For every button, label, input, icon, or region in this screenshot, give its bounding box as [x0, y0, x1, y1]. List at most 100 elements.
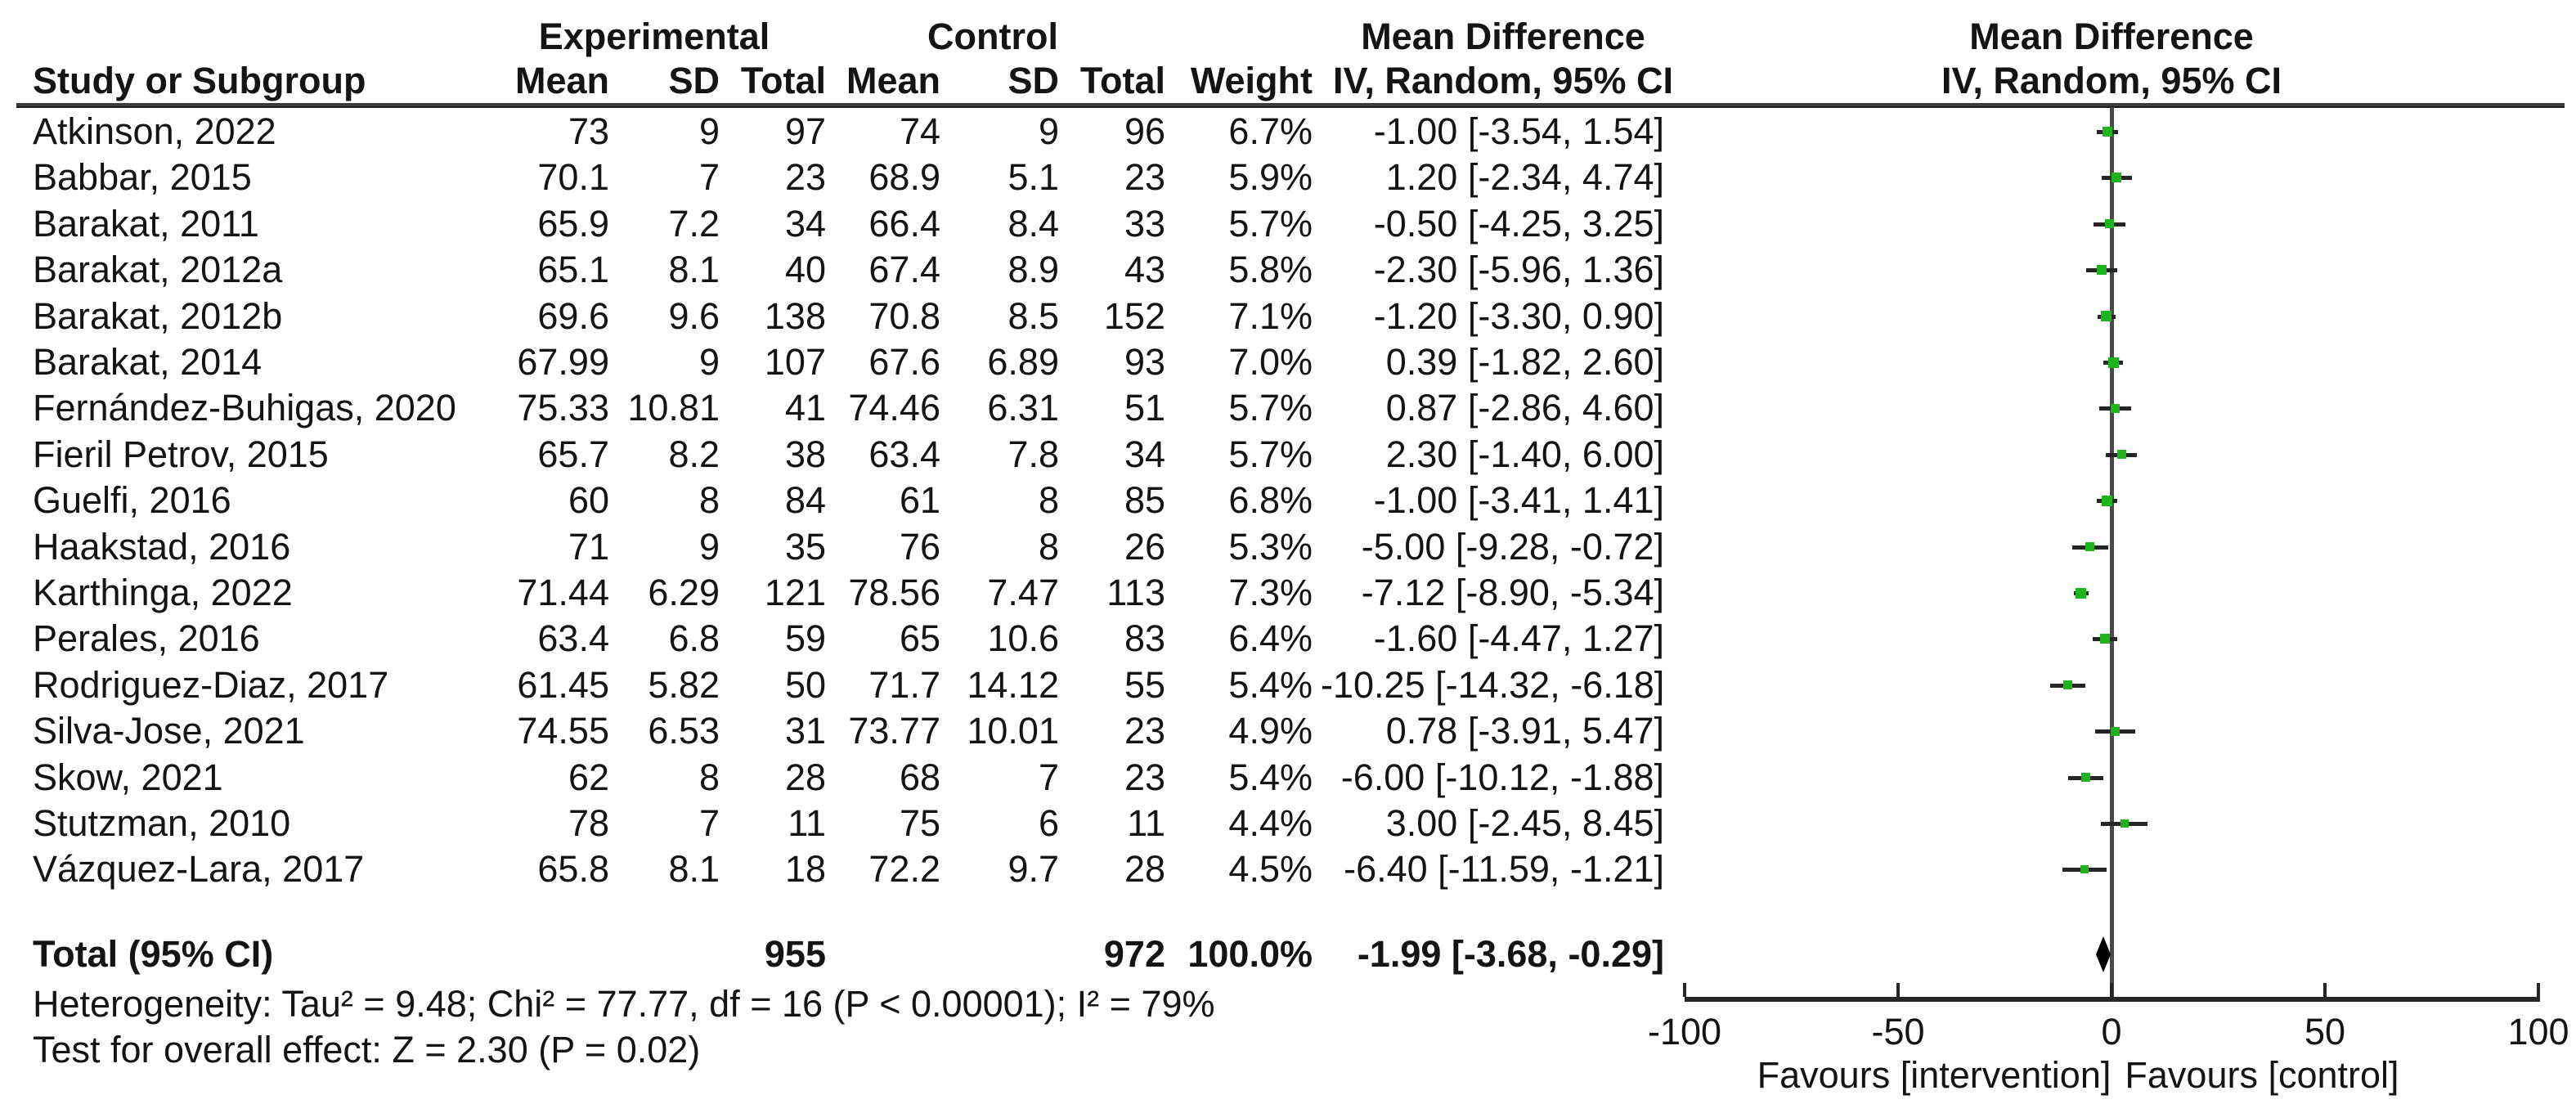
axis-tick — [2323, 983, 2327, 997]
cell-md-ci: -5.00 [-9.28, -0.72] — [1361, 526, 1664, 568]
zero-line — [2110, 107, 2114, 999]
cell-exp-sd: 6.29 — [648, 572, 720, 613]
cell-exp-sd: 8.2 — [668, 433, 720, 475]
cell-exp-total: 38 — [784, 433, 826, 475]
cell-weight: 4.4% — [1228, 802, 1313, 844]
cell-md-ci: -6.40 [-11.59, -1.21] — [1344, 848, 1664, 890]
cell-study-name: Stutzman, 2010 — [33, 802, 291, 844]
cell-exp-total: 59 — [784, 617, 826, 659]
cell-exp-mean: 75.33 — [517, 387, 609, 429]
effect-marker — [2076, 588, 2086, 599]
cell-weight: 5.7% — [1228, 433, 1313, 475]
cell-exp-sd: 9 — [698, 341, 720, 383]
cell-study-name: Barakat, 2014 — [33, 341, 263, 383]
axis-tick-label: 100 — [2507, 1011, 2569, 1052]
cell-exp-sd: 9 — [698, 526, 720, 568]
cell-md-ci: -7.12 [-8.90, -5.34] — [1361, 572, 1664, 613]
cell-study-name: Guelfi, 2016 — [33, 479, 231, 521]
cell-study-name: Fieril Petrov, 2015 — [33, 433, 329, 475]
effect-marker — [2063, 680, 2072, 689]
cell-exp-total: 23 — [784, 156, 826, 198]
axis-tick — [1896, 983, 1900, 997]
cell-exp-total: 97 — [784, 110, 826, 152]
cell-md-ci: -1.00 [-3.41, 1.41] — [1373, 479, 1664, 521]
cell-md-ci: -0.50 [-4.25, 3.25] — [1373, 203, 1664, 245]
cell-exp-mean: 65.7 — [537, 433, 609, 475]
effect-marker — [2111, 727, 2120, 736]
cell-md-ci: -6.00 [-10.12, -1.88] — [1340, 756, 1664, 798]
heterogeneity-text: Heterogeneity: Tau² = 9.48; Chi² = 77.77… — [33, 983, 1215, 1025]
cell-exp-mean: 63.4 — [537, 617, 609, 659]
cell-weight: 5.4% — [1228, 664, 1313, 706]
cell-weight: 7.1% — [1228, 295, 1313, 337]
cell-ctrl-sd: 6.31 — [987, 387, 1059, 429]
axis-tick — [2110, 983, 2113, 997]
cell-exp-total: 28 — [784, 756, 826, 798]
effect-marker — [2105, 219, 2114, 228]
effect-marker — [2097, 265, 2107, 275]
cell-ctrl-sd: 10.6 — [987, 617, 1059, 659]
cell-ctrl-total: 85 — [1124, 479, 1165, 521]
cell-exp-total: 34 — [784, 203, 826, 245]
cell-exp-mean: 71 — [568, 526, 609, 568]
cell-ctrl-total: 152 — [1103, 295, 1165, 337]
axis-tick-label: 0 — [2101, 1011, 2122, 1052]
cell-ctrl-sd: 8 — [1038, 526, 1059, 568]
col-header-ctrl-total: Total — [1079, 60, 1165, 101]
cell-ctrl-sd: 14.12 — [967, 664, 1059, 706]
cell-md-ci: 0.78 [-3.91, 5.47] — [1385, 710, 1664, 752]
cell-ctrl-total: 34 — [1124, 433, 1165, 475]
plot-column-header-line2: IV, Random, 95% CI — [1941, 60, 2282, 101]
cell-exp-total: 107 — [764, 341, 826, 383]
effect-marker — [2081, 773, 2090, 782]
cell-weight: 7.3% — [1228, 572, 1313, 613]
cell-ctrl-total: 51 — [1124, 387, 1165, 429]
cell-exp-sd: 9 — [698, 110, 720, 152]
cell-md-ci: -10.25 [-14.32, -6.18] — [1321, 664, 1665, 706]
cell-ctrl-mean: 76 — [899, 526, 940, 568]
cell-exp-sd: 10.81 — [627, 387, 720, 429]
effect-marker — [2112, 173, 2121, 182]
cell-exp-total: 40 — [784, 249, 826, 290]
cell-exp-sd: 5.82 — [648, 664, 720, 706]
total-exp-n: 955 — [764, 933, 826, 975]
cell-ctrl-sd: 8.9 — [1008, 249, 1059, 290]
plot-column-header-line1: Mean Difference — [1969, 16, 2254, 57]
cell-exp-sd: 7 — [698, 156, 720, 198]
cell-ctrl-sd: 8.5 — [1008, 295, 1059, 337]
col-header-exp-total: Total — [740, 60, 826, 101]
cell-exp-sd: 8.1 — [668, 249, 720, 290]
overall-effect-text: Test for overall effect: Z = 2.30 (P = 0… — [33, 1029, 701, 1070]
cell-ctrl-total: 28 — [1124, 848, 1165, 890]
cell-exp-mean: 69.6 — [537, 295, 609, 337]
cell-study-name: Vázquez-Lara, 2017 — [33, 848, 365, 890]
cell-ctrl-mean: 72.2 — [868, 848, 940, 890]
cell-ctrl-total: 23 — [1124, 710, 1165, 752]
cell-ctrl-sd: 10.01 — [967, 710, 1059, 752]
cell-ctrl-total: 43 — [1124, 249, 1165, 290]
cell-exp-total: 11 — [788, 802, 826, 844]
cell-exp-total: 35 — [784, 526, 826, 568]
axis-tick-label: 50 — [2304, 1011, 2346, 1052]
cell-ctrl-mean: 67.6 — [868, 341, 940, 383]
cell-ctrl-total: 26 — [1124, 526, 1165, 568]
cell-exp-sd: 8 — [698, 756, 720, 798]
cell-md-ci: 0.39 [-1.82, 2.60] — [1385, 341, 1664, 383]
effect-marker — [2100, 634, 2110, 644]
md-column-header-line1: Mean Difference — [1361, 16, 1645, 57]
col-header-weight: Weight — [1190, 60, 1313, 101]
col-header-study: Study or Subgroup — [33, 60, 366, 101]
cell-ctrl-sd: 7 — [1038, 756, 1059, 798]
cell-md-ci: 0.87 [-2.86, 4.60] — [1385, 387, 1664, 429]
cell-ctrl-sd: 8 — [1038, 479, 1059, 521]
axis-line — [1685, 997, 2540, 1002]
cell-exp-mean: 65.9 — [537, 203, 609, 245]
cell-md-ci: 3.00 [-2.45, 8.45] — [1385, 802, 1664, 844]
cell-ctrl-mean: 68 — [899, 756, 940, 798]
cell-exp-mean: 60 — [568, 479, 609, 521]
cell-study-name: Barakat, 2012b — [33, 295, 283, 337]
cell-ctrl-mean: 74 — [899, 110, 940, 152]
col-header-exp-mean: Mean — [514, 60, 609, 101]
cell-weight: 6.7% — [1228, 110, 1313, 152]
col-header-ctrl-sd: SD — [1008, 60, 1059, 101]
